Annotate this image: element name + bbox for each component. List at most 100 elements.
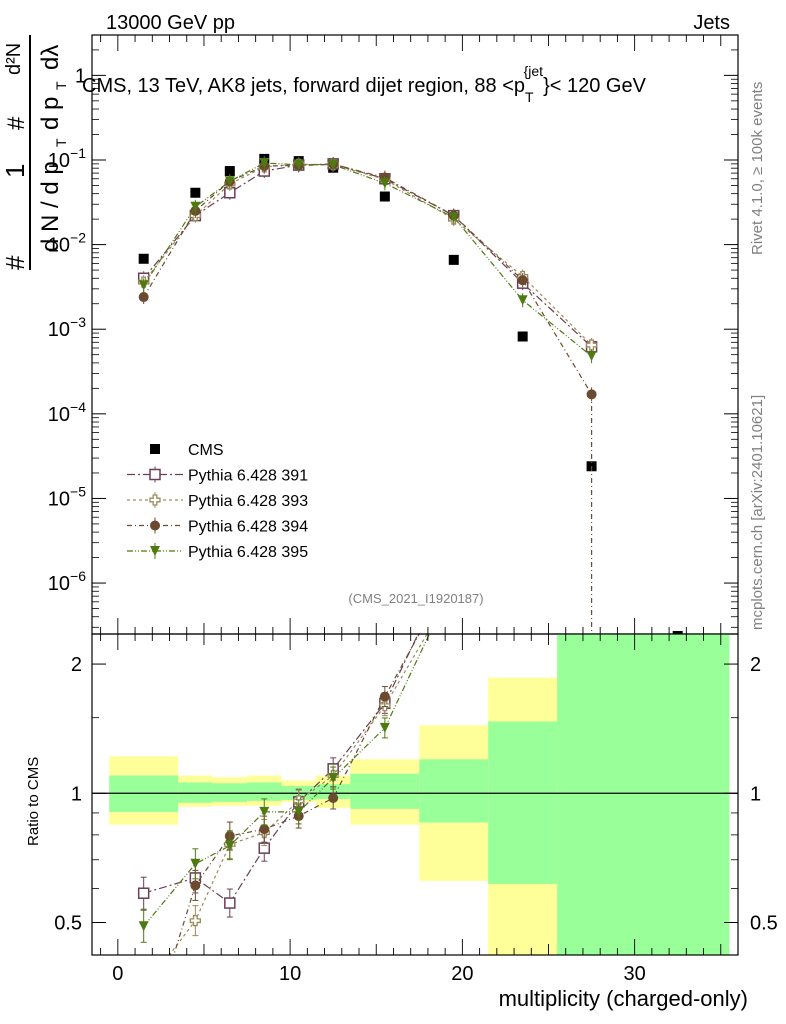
chart-title: CMS, 13 TeV, AK8 jets, forward dijet reg… — [82, 63, 647, 105]
legend-label-pythia-6-428-391: Pythia 6.428 391 — [188, 468, 308, 485]
band-green-2 — [212, 783, 248, 802]
main-point-cms-6 — [379, 191, 390, 202]
main-point-pythia-6-428-394-9 — [586, 389, 597, 400]
main-line-pythia-6-428-394 — [143, 163, 593, 634]
mcplots-reference-label: mcplots.cern.ch [arXiv:2401.10621] — [749, 395, 766, 630]
main-y-axis-label: # 1 d N / d p T # d²N d p T dλ — [0, 35, 69, 270]
ratio-ytick-label-right-0: 0.5 — [750, 912, 778, 934]
main-point-pythia-6-428-393-9 — [585, 339, 598, 351]
energy-label: 13000 GeV pp — [106, 12, 235, 34]
ratio-ytick-label-right-2: 2 — [750, 654, 761, 676]
main-point-cms-2 — [224, 166, 235, 177]
ratio-line-pythia-6-428-395 — [143, 634, 431, 927]
ratio-ytick-label-left-1: 1 — [71, 783, 82, 805]
ratio-point-pythia-6-428-394-3 — [259, 824, 270, 835]
ylabel-dl: dλ — [37, 45, 64, 70]
main-ytick-mant-6: 10 — [48, 573, 70, 595]
ratio-point-pythia-6-428-394-1 — [190, 880, 201, 891]
ratio-point-pythia-6-428-391-2 — [224, 897, 236, 909]
band-green-8 — [488, 721, 558, 884]
ratio-point-pythia-6-428-395-7 — [449, 577, 459, 587]
main-point-pythia-6-428-395-7 — [448, 212, 459, 223]
band-green-9 — [557, 634, 730, 955]
legend-marker-pythia-6-428-394 — [150, 520, 160, 531]
ratio-ytick-label-right-1: 1 — [750, 783, 761, 805]
main-ytick-mant-1: 10 — [48, 150, 70, 172]
main-line-pythia-6-428-393 — [143, 163, 593, 346]
title-tail: }< 120 GeV — [543, 75, 647, 97]
main-ytick-exp-3: −3 — [70, 314, 86, 330]
x-tick-label-0: 0 — [112, 963, 123, 985]
main-point-pythia-6-428-395-1 — [190, 201, 201, 212]
main-point-pythia-6-428-395-6 — [379, 178, 390, 189]
band-green-6 — [350, 773, 420, 809]
ratio-frame — [91, 633, 739, 956]
main-line-pythia-6-428-391 — [143, 163, 593, 348]
main-ytick-mant-3: 10 — [48, 319, 70, 341]
band-green-7 — [419, 759, 489, 823]
main-point-pythia-6-428-395-2 — [224, 176, 235, 187]
rivet-version-label: Rivet 4.1.0, ≥ 100k events — [749, 82, 766, 255]
legend-marker-pythia-6-428-393 — [149, 494, 161, 506]
ratio-point-pythia-6-428-395-6 — [379, 722, 390, 733]
ratio-point-pythia-6-428-393-0 — [139, 984, 149, 994]
legend: CMS Pythia 6.428 391 Pythia 6.428 393 Pythi… — [127, 442, 308, 561]
title-sub: T — [525, 89, 534, 105]
ylabel-denominator: d N / d p — [37, 161, 64, 252]
ratio-point-pythia-6-428-395-0 — [138, 921, 149, 932]
legend-label-pythia-6-428-394: Pythia 6.428 394 — [188, 519, 308, 536]
ratio-ytick-label-left-0: 0.5 — [54, 912, 82, 934]
ratio-point-pythia-6-428-395-2 — [224, 840, 235, 851]
main-point-cms-7 — [448, 254, 459, 265]
ratio-bands — [109, 634, 730, 955]
main-ytick-label-4: 10−4 — [48, 399, 86, 426]
ratio-line-pythia-6-428-393 — [168, 634, 428, 955]
main-ytick-exp-1: −1 — [70, 145, 86, 161]
main-point-cms-0 — [138, 253, 149, 264]
main-series — [137, 153, 683, 634]
main-point-pythia-6-428-395-0 — [138, 280, 149, 291]
ratio-y-axis-label: Ratio to CMS — [25, 757, 42, 846]
title-main: CMS, 13 TeV, AK8 jets, forward dijet reg… — [82, 75, 525, 97]
ratio-point-pythia-6-428-395-5 — [328, 773, 339, 784]
main-point-cms-1 — [190, 187, 201, 198]
ratio-point-pythia-6-428-395-4 — [293, 806, 304, 817]
main-point-pythia-6-428-394-8 — [517, 275, 528, 286]
ratio-series — [137, 577, 459, 994]
main-line-pythia-6-428-395 — [143, 162, 592, 357]
ratio-panel: 0 10 20 30 0.5 0.5 1 1 2 2 — [54, 577, 778, 994]
ylabel-t1: T — [53, 138, 69, 147]
main-ytick-exp-5: −5 — [70, 483, 86, 499]
title-sup: {jet — [524, 63, 544, 79]
ratio-point-pythia-6-428-394-6 — [379, 691, 390, 702]
ratio-line-pythia-6-428-391 — [143, 634, 419, 904]
ylabel-hash: # — [0, 255, 30, 270]
band-green-3 — [247, 782, 282, 801]
ratio-point-pythia-6-428-395-1 — [190, 858, 201, 869]
main-ytick-label-2: 10−2 — [48, 230, 86, 257]
main-point-pythia-6-428-395-4 — [293, 159, 304, 170]
main-panel: 110−110−210−310−410−510−6 — [48, 34, 739, 635]
ratio-point-pythia-6-428-393-1 — [189, 914, 202, 927]
analysis-id: (CMS_2021_I1920187) — [348, 591, 483, 606]
main-ytick-label-5: 10−5 — [48, 483, 86, 510]
x-tick-label-3: 30 — [624, 963, 646, 985]
ratio-point-pythia-6-428-395-3 — [259, 806, 270, 817]
ylabel-d2n: d²N — [3, 43, 25, 75]
main-ytick-mant-5: 10 — [48, 488, 70, 510]
category-label: Jets — [693, 12, 730, 34]
x-tick-label-2: 20 — [451, 963, 473, 985]
main-ytick-exp-6: −6 — [70, 568, 86, 584]
main-ytick-mant-2: 10 — [48, 235, 70, 257]
ratio-point-pythia-6-428-391-0 — [137, 887, 150, 899]
x-tick-label-1: 10 — [279, 963, 301, 985]
main-point-pythia-6-428-395-8 — [517, 295, 528, 306]
legend-marker-pythia-6-428-391 — [149, 468, 161, 481]
legend-label-cms: CMS — [188, 442, 224, 459]
main-point-pythia-6-428-395-9 — [586, 351, 597, 362]
main-point-cms-edge — [672, 631, 683, 635]
legend-label-pythia-6-428-395: Pythia 6.428 395 — [188, 544, 308, 561]
ylabel-hash2: # — [3, 116, 30, 130]
legend-marker-pythia-6-428-395 — [150, 546, 160, 556]
